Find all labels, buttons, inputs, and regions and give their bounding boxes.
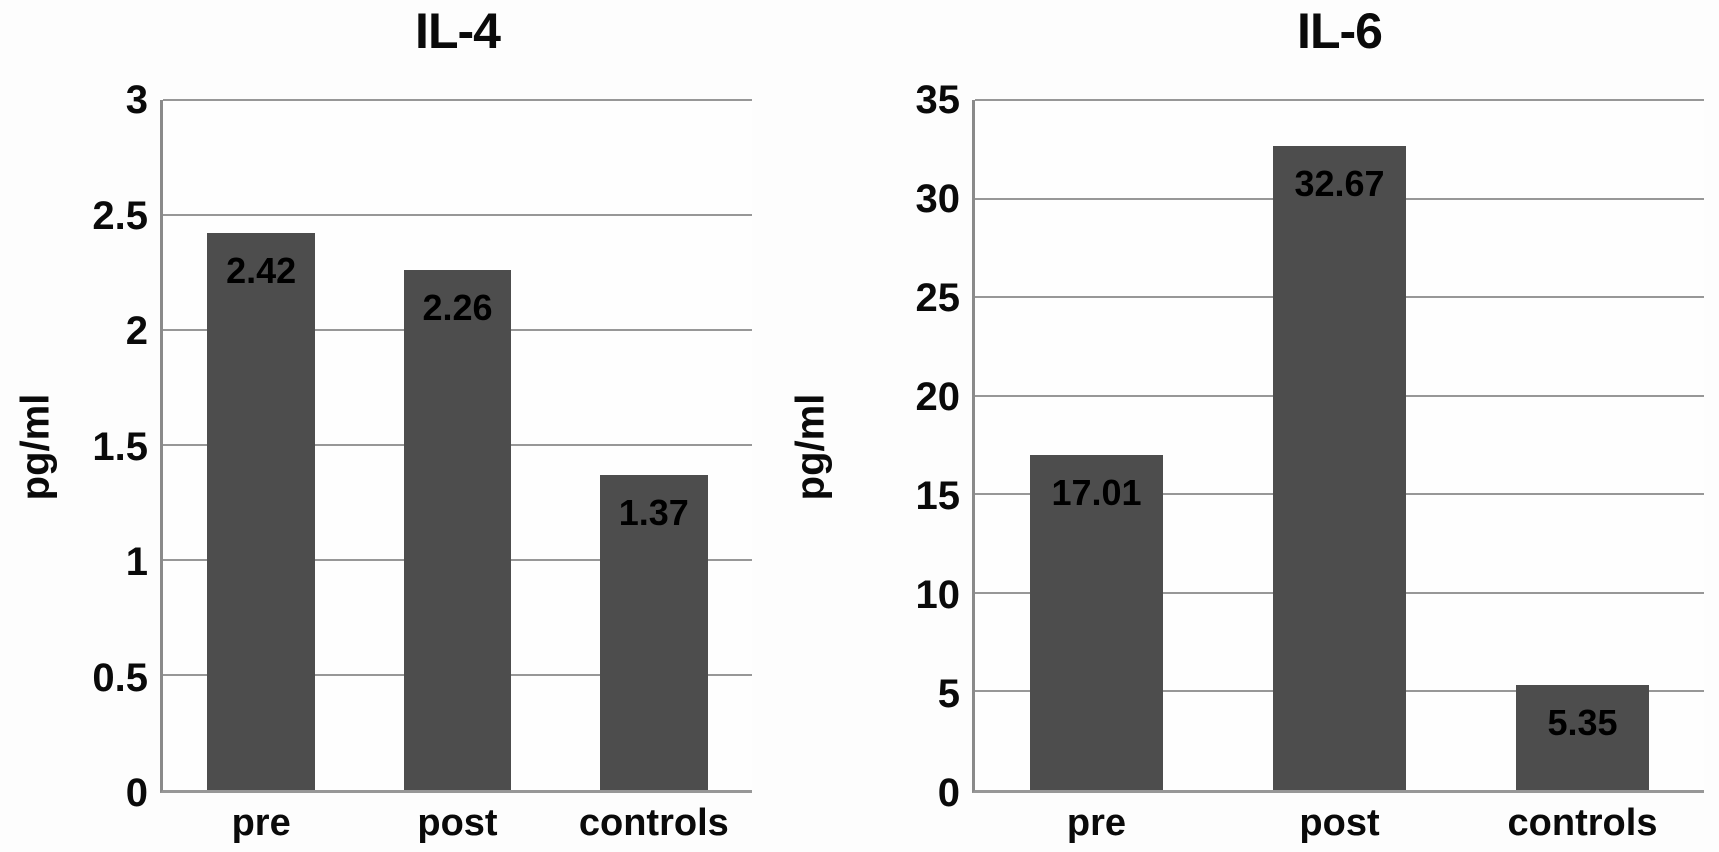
y-tick-label: 25 (915, 276, 961, 320)
y-tick-label: 15 (915, 474, 961, 518)
y-axis-label: pg/ml (13, 393, 58, 500)
y-tick-label: 0.5 (92, 655, 148, 700)
chart-body: pg/ml 35 30 25 20 15 10 5 0 17.01 32.67 5.35 (775, 80, 1719, 813)
bar-post: 32.67 (1272, 145, 1407, 790)
x-category-label: pre (1066, 802, 1127, 844)
y-tick-label: 0 (125, 771, 148, 815)
gridline (975, 99, 1704, 101)
bar-value-label: 1.37 (618, 491, 689, 533)
x-category-label: controls (1507, 802, 1658, 844)
x-category-labels: pre post controls (163, 804, 752, 842)
y-tick-label: 5 (937, 672, 960, 716)
y-tick-label: 35 (915, 78, 961, 122)
y-tick-label: 20 (915, 375, 961, 419)
bar-slot: 2.26 (359, 100, 555, 790)
bar-value-label: 2.26 (422, 287, 493, 329)
x-category-label: controls (578, 802, 729, 844)
x-category-row: pre post controls (0, 797, 775, 849)
bar-value-label: 2.42 (226, 250, 297, 292)
bar-post: 2.26 (403, 270, 512, 790)
bar-slot: 32.67 (1218, 100, 1461, 790)
chart-panel-il6: IL-6 pg/ml 35 30 25 20 15 10 5 0 17.01 32.67 5.35… (775, 0, 1719, 852)
chart-title: IL-6 (1297, 3, 1383, 59)
bar-value-label: 32.67 (1294, 162, 1385, 204)
plot-area: 17.01 32.67 5.35 (972, 99, 1704, 793)
y-axis-label-column: pg/ml (0, 100, 72, 793)
y-tick-column: 3 2.5 2 1.5 1 0.5 0 (72, 80, 160, 813)
x-category-row: pre post controls (775, 797, 1719, 849)
y-axis-label: pg/ml (788, 393, 833, 500)
bar-slot: 2.42 (163, 100, 359, 790)
chart-title-row: IL-6 (775, 6, 1719, 62)
x-category-label: post (1299, 802, 1380, 844)
y-tick-label: 3 (125, 78, 148, 122)
x-category-label: post (417, 802, 498, 844)
bar-controls: 1.37 (599, 474, 708, 790)
bar-pre: 2.42 (207, 233, 316, 790)
x-category-label: pre (231, 802, 291, 844)
bar-slot: 5.35 (1461, 100, 1704, 790)
y-tick-label: 1 (125, 540, 148, 584)
plot-area: 2.42 2.26 1.37 (160, 99, 752, 793)
y-tick-label: 2.5 (92, 193, 148, 238)
bar-slot: 1.37 (556, 100, 752, 790)
bars-layer: 17.01 32.67 5.35 (975, 100, 1704, 790)
bar-value-label: 17.01 (1051, 471, 1142, 513)
chart-title: IL-4 (415, 3, 501, 59)
y-axis-label-column: pg/ml (775, 100, 847, 793)
chart-body: pg/ml 3 2.5 2 1.5 1 0.5 0 2.42 2.26 1.37 (0, 80, 775, 813)
y-tick-label: 2 (125, 309, 148, 353)
y-tick-label: 1.5 (92, 424, 148, 469)
y-tick-column: 35 30 25 20 15 10 5 0 (847, 80, 972, 813)
y-tick-label: 30 (915, 177, 961, 221)
y-tick-label: 10 (915, 573, 961, 617)
y-tick-label: 0 (937, 771, 960, 815)
gridline (163, 213, 752, 216)
bar-value-label: 5.35 (1547, 701, 1618, 743)
x-category-labels: pre post controls (975, 804, 1704, 842)
bars-layer: 2.42 2.26 1.37 (163, 100, 752, 790)
bar-pre: 17.01 (1029, 454, 1164, 790)
bar-slot: 17.01 (975, 100, 1218, 790)
bar-controls: 5.35 (1515, 684, 1650, 790)
gridline (163, 99, 752, 101)
chart-panel-il4: IL-4 pg/ml 3 2.5 2 1.5 1 0.5 0 2.42 2.26 1.37 pr… (0, 0, 775, 852)
chart-title-row: IL-4 (0, 6, 775, 62)
